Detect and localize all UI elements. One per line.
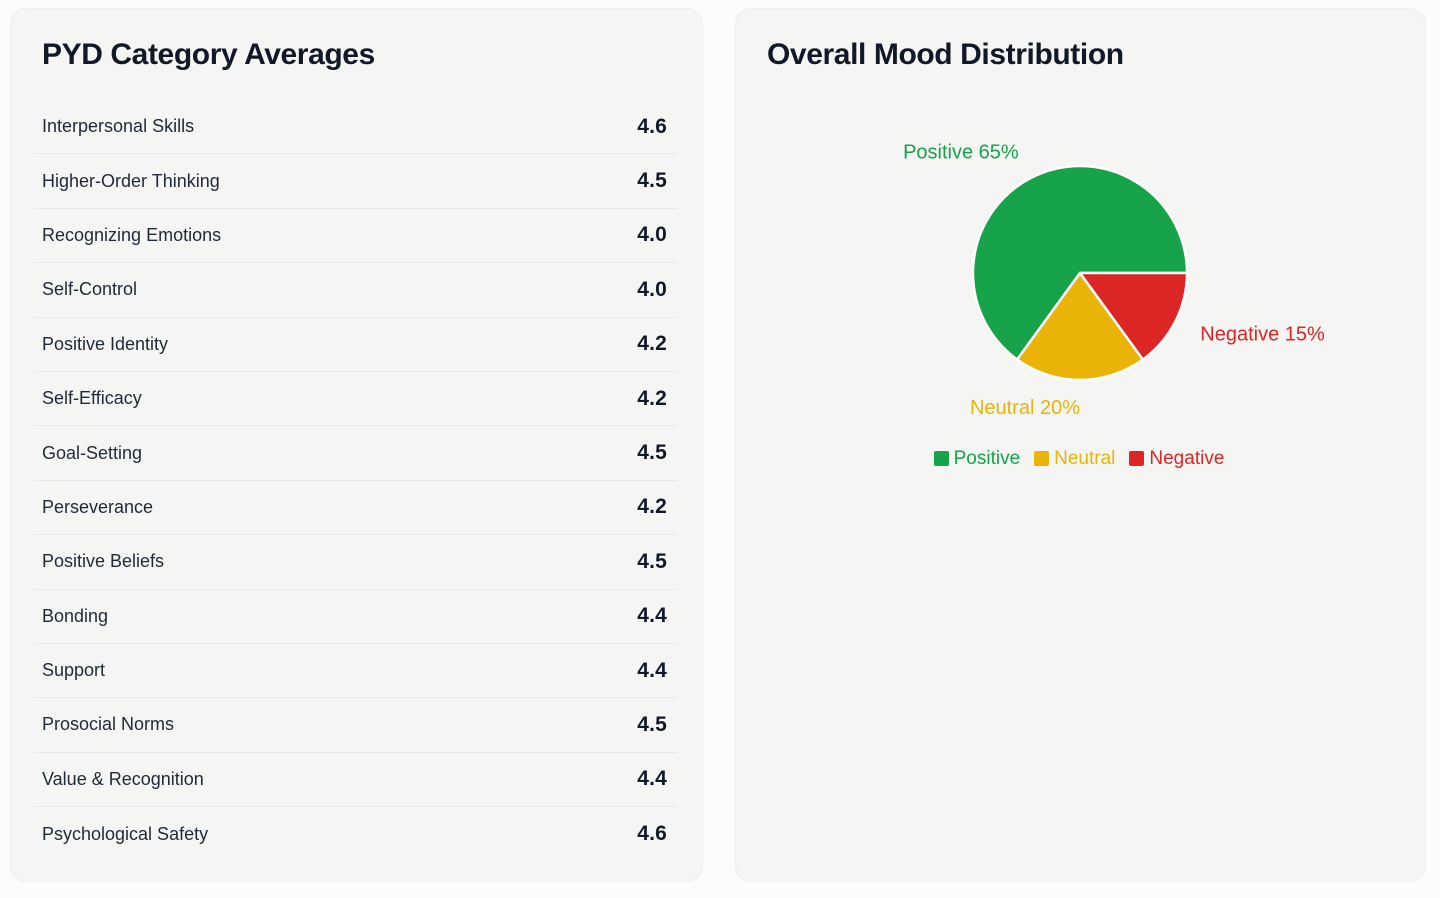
legend-item-neutral[interactable]: Neutral (1034, 447, 1115, 470)
pyd-category-value: 4.2 (637, 386, 667, 410)
legend-label-neutral: Neutral (1054, 448, 1116, 469)
pyd-category-value: 4.4 (637, 767, 667, 791)
legend-label-positive: Positive (953, 448, 1021, 469)
pyd-card-title: PYD Category Averages (42, 38, 375, 71)
pyd-category-row: Interpersonal Skills 4.6 (33, 100, 677, 155)
pyd-category-row: Goal-Setting 4.5 (33, 426, 677, 481)
pyd-category-row: Prosocial Norms 4.5 (33, 698, 677, 753)
legend-swatch-positive (933, 451, 949, 466)
pyd-category-value: 4.4 (637, 658, 667, 682)
pyd-category-row: Positive Identity 4.2 (33, 318, 677, 372)
pyd-category-row: Self-Efficacy 4.2 (33, 372, 677, 427)
pyd-category-label: Psychological Safety (42, 823, 209, 844)
pyd-category-row: Bonding 4.4 (33, 590, 677, 644)
pyd-category-value: 4.5 (637, 549, 667, 573)
pyd-category-value: 4.5 (637, 441, 667, 465)
pyd-category-row: Support 4.4 (33, 644, 677, 699)
pyd-category-label: Positive Beliefs (42, 551, 165, 572)
mood-card-title: Overall Mood Distribution (767, 38, 1124, 71)
pyd-category-label: Goal-Setting (42, 442, 143, 463)
pyd-category-label: Support (42, 660, 106, 681)
pyd-category-row: Higher-Order Thinking 4.5 (33, 154, 677, 209)
pyd-category-row: Recognizing Emotions 4.0 (33, 209, 677, 264)
pyd-category-value: 4.4 (637, 604, 667, 628)
pyd-category-label: Bonding (42, 605, 109, 626)
pie-slice-negative[interactable] (1078, 271, 1189, 361)
pyd-category-label: Recognizing Emotions (42, 224, 222, 245)
legend-swatch-negative (1129, 451, 1145, 466)
pyd-category-row: Positive Beliefs 4.5 (33, 535, 677, 590)
pie-slice-neutral[interactable] (1015, 271, 1145, 382)
mood-chart-legend: Positive Neutral Negative (758, 447, 1400, 470)
mood-pie-chart: Positive 65% Neutral 20% Negative 15% (903, 142, 1325, 419)
mood-distribution-card: Overall Mood Distribution Positive 65% Ne… (735, 8, 1426, 882)
mood-pie-chart-area: Positive 65% Neutral 20% Negative 15% (758, 97, 1400, 427)
pyd-category-value: 4.2 (637, 495, 667, 519)
legend-item-negative[interactable]: Negative (1129, 447, 1224, 470)
pyd-category-value: 4.6 (637, 822, 667, 846)
legend-item-positive[interactable]: Positive (933, 447, 1021, 470)
pyd-category-value: 4.5 (637, 712, 667, 736)
pyd-category-value: 4.5 (637, 169, 667, 193)
pyd-category-row: Perseverance 4.2 (33, 481, 677, 536)
pie-label-positive: Positive 65% (903, 142, 1019, 164)
pyd-category-value: 4.2 (637, 332, 667, 356)
pyd-category-label: Higher-Order Thinking (42, 170, 220, 191)
pyd-category-label: Self-Efficacy (42, 388, 142, 409)
pyd-category-value: 4.0 (637, 223, 667, 247)
legend-label-negative: Negative (1149, 448, 1225, 469)
legend-swatch-neutral (1034, 451, 1050, 466)
pyd-category-value: 4.6 (637, 114, 667, 138)
pyd-category-list: Interpersonal Skills 4.6 Higher-Order Th… (33, 100, 677, 861)
pie-label-negative: Negative 15% (1200, 323, 1325, 345)
pyd-averages-card: PYD Category Averages Interpersonal Skil… (10, 8, 703, 882)
pie-label-neutral: Neutral 20% (970, 397, 1080, 419)
pyd-category-label: Self-Control (42, 279, 138, 300)
pyd-category-label: Prosocial Norms (42, 714, 175, 735)
pyd-category-row: Value & Recognition 4.4 (33, 753, 677, 808)
pyd-category-label: Perseverance (42, 496, 154, 517)
pyd-category-row: Psychological Safety 4.6 (33, 807, 677, 861)
pyd-category-label: Interpersonal Skills (42, 116, 195, 137)
pie-slice-positive[interactable] (971, 164, 1189, 361)
pyd-category-label: Positive Identity (42, 333, 169, 354)
pyd-category-label: Value & Recognition (42, 768, 204, 789)
pyd-category-value: 4.0 (637, 277, 667, 301)
pyd-category-row: Self-Control 4.0 (33, 263, 677, 318)
